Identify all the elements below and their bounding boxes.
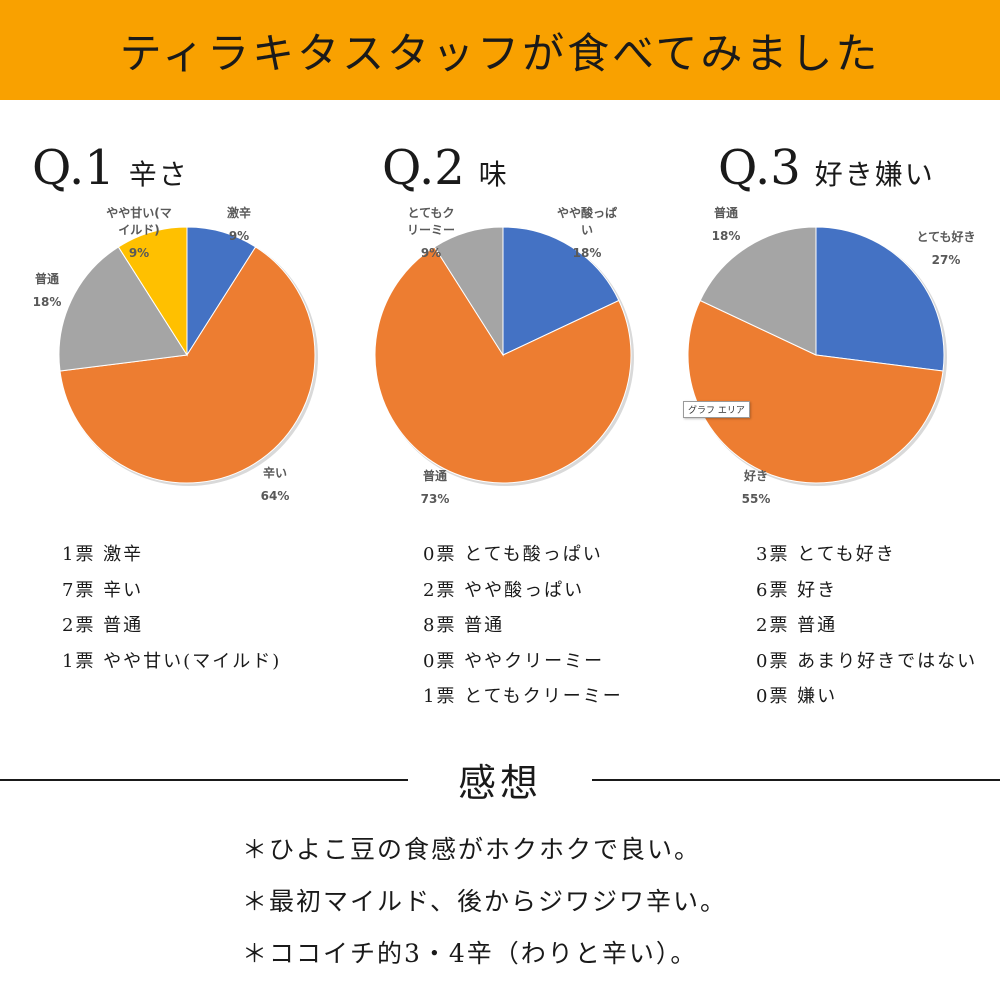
- impressions-list: ＊ひよこ豆の食感がホクホクで良い。 ＊最初マイルド、後からジワジワ辛い。 ＊ココ…: [242, 828, 727, 984]
- impression-item: ＊ココイチ的3・4辛（わりと辛い）。: [242, 939, 698, 968]
- votes-list-q1: 1票 激辛 7票 辛い 2票 普通 1票 やや甘い(マイルド): [62, 540, 281, 682]
- pie-slice[interactable]: [59, 246, 316, 484]
- question-3-label: 好き嫌い: [814, 158, 935, 191]
- vote-item: 0票 ややクリーミー: [423, 650, 605, 672]
- slice-percent: 18%: [573, 246, 602, 260]
- votes-list-q2: 0票 とても酸っぱい 2票 やや酸っぱい 8票 普通 0票 ややクリーミー 1票…: [423, 540, 623, 718]
- pie-slice[interactable]: [374, 246, 632, 484]
- slice-label: 普通: [714, 205, 738, 220]
- pie-slice[interactable]: [117, 226, 188, 357]
- vote-item: 2票 普通: [62, 615, 144, 636]
- pie-slice[interactable]: [502, 226, 620, 356]
- question-1-heading: Q.1 辛さ: [32, 140, 189, 196]
- vote-item: 1票 激辛: [62, 544, 144, 565]
- vote-item: 0票 とても酸っぱい: [423, 544, 603, 565]
- slice-label: 普通: [35, 271, 59, 286]
- vote-item: 1票 とてもクリーミー: [423, 686, 623, 707]
- slice-label: 激辛: [227, 205, 251, 220]
- divider-right: [592, 779, 1000, 781]
- votes-list-q3: 3票 とても好き 6票 好き 2票 普通 0票 あまり好きではない 0票 嫌い: [756, 540, 977, 718]
- slice-label: とても好き: [916, 229, 975, 244]
- pie-chart-preference[interactable]: とても好き 27% 好き 55% 普通 18%: [656, 195, 976, 515]
- slice-percent: 73%: [421, 492, 450, 506]
- vote-item: 7票 辛い: [62, 579, 144, 601]
- slice-label: イルド): [118, 223, 160, 237]
- slice-percent: 9%: [129, 246, 149, 260]
- slice-label: い: [581, 223, 593, 237]
- slice-percent: 27%: [932, 253, 961, 267]
- vote-item: 3票 とても好き: [756, 544, 896, 565]
- pie-slice[interactable]: [687, 299, 944, 484]
- impression-item: ＊ひよこ豆の食感がホクホクで良い。: [242, 835, 702, 864]
- vote-item: 6票 好き: [756, 579, 838, 601]
- slice-label: 普通: [423, 468, 447, 483]
- slice-percent: 18%: [712, 229, 741, 243]
- slice-label: やや甘い(マ: [106, 205, 172, 220]
- slice-label: リーミー: [407, 223, 455, 237]
- slice-label: とてもク: [407, 206, 454, 220]
- question-2-label: 味: [478, 158, 509, 191]
- pie-slice[interactable]: [815, 226, 945, 372]
- question-1-number: Q.1: [32, 140, 115, 196]
- question-3-number: Q.3: [718, 140, 801, 196]
- pie-slice[interactable]: [433, 226, 504, 357]
- slice-label: 好き: [743, 468, 768, 483]
- slice-percent: 9%: [421, 246, 441, 260]
- banner-title: ティラキタスタッフが食べてみました: [119, 28, 881, 78]
- header-banner: ティラキタスタッフが食べてみました: [0, 0, 1000, 100]
- impressions-title: 感想: [457, 761, 542, 805]
- question-2-number: Q.2: [382, 140, 465, 196]
- chart-area-tooltip: グラフ エリア: [683, 401, 750, 418]
- vote-item: 2票 やや酸っぱい: [423, 579, 585, 601]
- vote-item: 0票 嫌い: [756, 686, 838, 707]
- slice-percent: 9%: [229, 229, 249, 243]
- slice-label: 辛い: [263, 465, 287, 480]
- vote-item: 2票 普通: [756, 615, 838, 636]
- vote-item: 8票 普通: [423, 615, 505, 636]
- impression-item: ＊最初マイルド、後からジワジワ辛い。: [242, 887, 728, 916]
- pie-slice[interactable]: [58, 246, 188, 372]
- vote-item: 0票 あまり好きではない: [756, 650, 978, 672]
- slice-label: やや酸っぱ: [557, 205, 617, 220]
- pie-chart-taste[interactable]: やや酸っぱい 18% 普通 73% とてもクリーミー 9%: [343, 195, 663, 515]
- pie-chart-spiciness[interactable]: 激辛 9% 辛い 64% 普通 18% やや甘い(マイルド) 9%: [27, 195, 347, 515]
- question-1-label: 辛さ: [128, 158, 189, 191]
- vote-item: 1票 やや甘い(マイルド): [62, 650, 282, 672]
- question-2-heading: Q.2 味: [382, 140, 509, 196]
- slice-percent: 18%: [33, 295, 62, 309]
- pie-slice[interactable]: [699, 226, 817, 356]
- question-3-heading: Q.3 好き嫌い: [718, 140, 935, 196]
- divider-left: [0, 779, 408, 781]
- slice-percent: 64%: [261, 489, 290, 503]
- slice-percent: 55%: [742, 492, 771, 506]
